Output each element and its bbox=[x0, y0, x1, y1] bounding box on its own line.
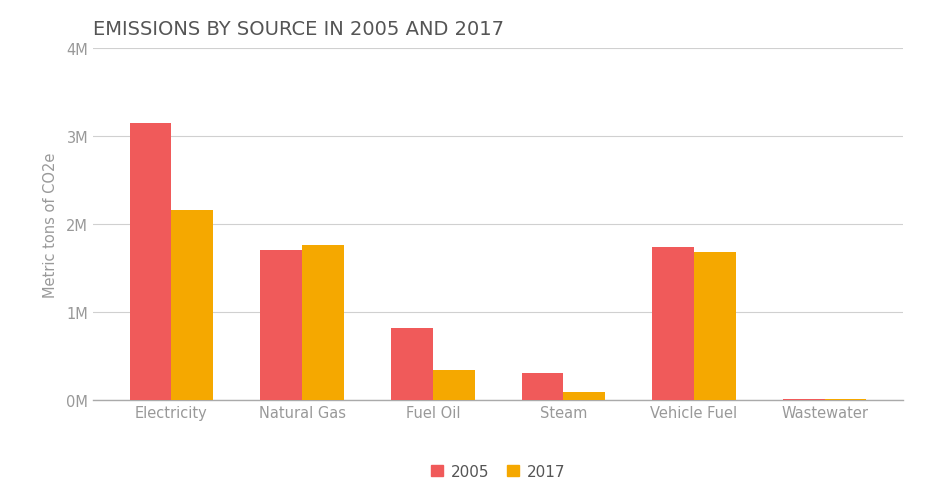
Bar bbox=[433, 370, 475, 400]
Bar bbox=[783, 399, 825, 400]
Bar bbox=[261, 251, 303, 400]
Bar bbox=[521, 373, 563, 400]
Bar bbox=[129, 123, 171, 400]
Bar bbox=[694, 253, 735, 400]
Legend: 2005, 2017: 2005, 2017 bbox=[430, 464, 566, 479]
Bar bbox=[653, 247, 694, 400]
Bar bbox=[563, 392, 605, 400]
Bar bbox=[825, 399, 867, 400]
Bar bbox=[391, 328, 433, 400]
Y-axis label: Metric tons of CO2e: Metric tons of CO2e bbox=[43, 152, 58, 297]
Bar bbox=[303, 245, 344, 400]
Bar bbox=[171, 210, 213, 400]
Text: EMISSIONS BY SOURCE IN 2005 AND 2017: EMISSIONS BY SOURCE IN 2005 AND 2017 bbox=[93, 20, 504, 39]
